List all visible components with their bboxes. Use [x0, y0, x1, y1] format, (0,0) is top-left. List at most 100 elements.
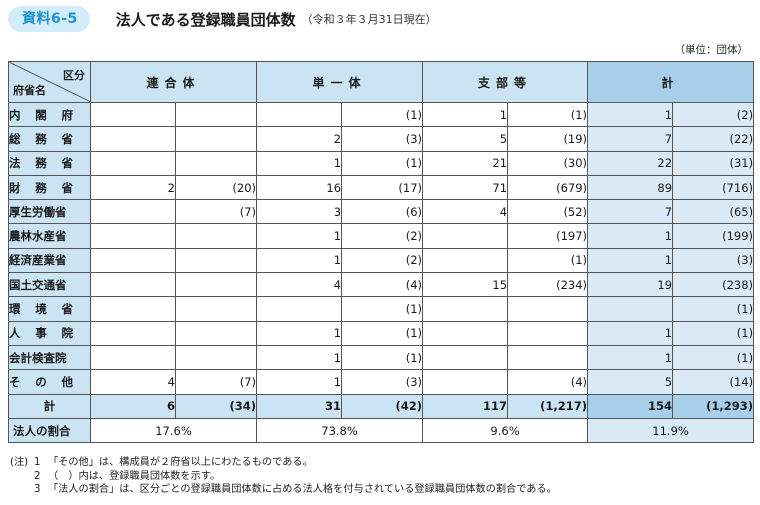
cell-registered: (17)	[341, 174, 424, 201]
row-label-text: 総務省	[9, 131, 74, 146]
cell-count: 71	[422, 174, 509, 201]
cell-registered: (199)	[672, 223, 755, 249]
cell-registered: (31)	[672, 150, 755, 176]
cell-count: 2	[256, 126, 343, 152]
ratio-cell: 17.6%	[89, 417, 258, 444]
cell-count	[90, 223, 176, 249]
cell-registered: (1)	[507, 101, 589, 128]
table-row: 財務省 2 (20) 16 (17) 71 (679) 89 (716)	[8, 174, 755, 201]
cell-count	[90, 126, 176, 152]
row-label-text: その他	[9, 374, 74, 389]
cell-registered: (6)	[341, 199, 424, 225]
row-label: 農林水産省	[8, 223, 91, 249]
table-row: 人事院 1 (1) 1 (1)	[8, 320, 755, 346]
table-row: 総務省 2 (3) 5 (19) 7 (22)	[8, 126, 755, 152]
cell-count	[422, 223, 509, 249]
cell-count: 7	[587, 126, 674, 152]
cell-registered: (7)	[174, 369, 258, 395]
cell-registered: (1)	[341, 150, 424, 176]
cell-registered: (4)	[507, 369, 589, 395]
cell-registered	[174, 247, 258, 274]
page-title: 法人である登録職員団体数	[115, 10, 296, 29]
row-label: 総務省	[8, 126, 91, 152]
cell-count	[90, 296, 176, 322]
header: 資料6-5 法人である登録職員団体数 （令和３年３月31日現在）	[8, 6, 437, 32]
table-row: 環境省 (1) (1)	[8, 296, 755, 322]
cell-registered: (2)	[341, 247, 424, 274]
table-row: 国土交通省 4 (4) 15 (234) 19 (238)	[8, 272, 755, 298]
table-row: 農林水産省 1 (2) (197) 1 (199)	[8, 223, 755, 249]
cell-registered	[174, 296, 258, 322]
cell-count: 1	[587, 223, 674, 249]
row-label-text: 環境省	[9, 302, 74, 317]
cell-count: 1	[587, 247, 674, 274]
cell-count: 15	[422, 272, 509, 298]
column-header-total: 計	[587, 61, 755, 103]
cell-registered: (7)	[174, 199, 258, 225]
cell-registered: (2)	[672, 101, 755, 128]
cell-registered: (1)	[341, 320, 424, 346]
cell-count: 7	[587, 199, 674, 225]
footnote-text: 「法人の割合」は、区分ごとの登録職員団体数に占める法人格を付与されている登録職員…	[48, 484, 557, 495]
ratio-cell: 9.6%	[422, 417, 589, 444]
cell-count: 1	[256, 369, 343, 395]
total-cell-count: 6	[90, 393, 176, 419]
column-header-shibu: 支部等	[422, 61, 589, 103]
cell-registered	[507, 344, 589, 371]
cell-count	[90, 344, 176, 371]
cell-count	[90, 320, 176, 346]
cell-registered: (238)	[672, 272, 755, 298]
corner-bottom-label: 府省名	[13, 84, 46, 97]
cell-count	[256, 296, 343, 322]
cell-count: 1	[587, 101, 674, 128]
cell-count: 1	[256, 320, 343, 346]
row-label-text: 内閣府	[9, 107, 74, 122]
cell-registered	[507, 296, 589, 322]
cell-count: 1	[256, 150, 343, 176]
row-label: その他	[8, 369, 91, 395]
cell-count	[422, 296, 509, 322]
cell-count: 22	[587, 150, 674, 176]
row-label-text: 財務省	[9, 180, 74, 195]
cell-registered: (1)	[672, 320, 755, 346]
cell-registered: (4)	[341, 272, 424, 298]
row-label: 人事院	[8, 320, 91, 346]
cell-registered: (679)	[507, 174, 589, 201]
row-label: 内閣府	[8, 101, 91, 128]
table-row: 会計検査院 1 (1) 1 (1)	[8, 344, 755, 371]
row-label: 経済産業省	[8, 247, 91, 274]
cell-count	[90, 247, 176, 274]
unit-label: （単位：団体）	[674, 44, 749, 56]
cell-registered: (3)	[341, 126, 424, 152]
corner-diagonal	[9, 62, 90, 102]
cell-count: 1	[422, 101, 509, 128]
cell-registered: (20)	[174, 174, 258, 201]
row-label-text: 法務省	[9, 156, 74, 171]
cell-registered: (3)	[341, 369, 424, 395]
total-cell-registered: (34)	[174, 393, 258, 419]
footnote-text: 「その他」は、構成員が２府省以上にわたるものである。	[48, 457, 313, 468]
table-row: 経済産業省 1 (2) (1) 1 (3)	[8, 247, 755, 274]
cell-count: 4	[422, 199, 509, 225]
total-row: 計 6 (34) 31 (42) 117 (1,217) 154 (1,293)	[8, 393, 755, 419]
total-cell-count: 117	[422, 393, 509, 419]
corner-top-label: 区分	[63, 69, 85, 82]
row-label: 厚生労働省	[8, 199, 91, 225]
footnote-lead: (注)	[10, 457, 29, 468]
row-label: 財務省	[8, 174, 91, 201]
cell-count: 16	[256, 174, 343, 201]
cell-count: 19	[587, 272, 674, 298]
row-label-text: 人事院	[9, 326, 74, 341]
cell-count	[422, 320, 509, 346]
cell-registered: (1)	[672, 296, 755, 322]
cell-registered: (14)	[672, 369, 755, 395]
row-label: 法務省	[8, 150, 91, 176]
footnote-number: 1	[34, 457, 41, 468]
corner-cell: 区分 府省名	[8, 61, 91, 103]
cell-registered: (65)	[672, 199, 755, 225]
cell-count: 4	[90, 369, 176, 395]
cell-registered	[174, 272, 258, 298]
cell-registered	[507, 320, 589, 346]
cell-count	[90, 101, 176, 128]
table-row: 法務省 1 (1) 21 (30) 22 (31)	[8, 150, 755, 176]
